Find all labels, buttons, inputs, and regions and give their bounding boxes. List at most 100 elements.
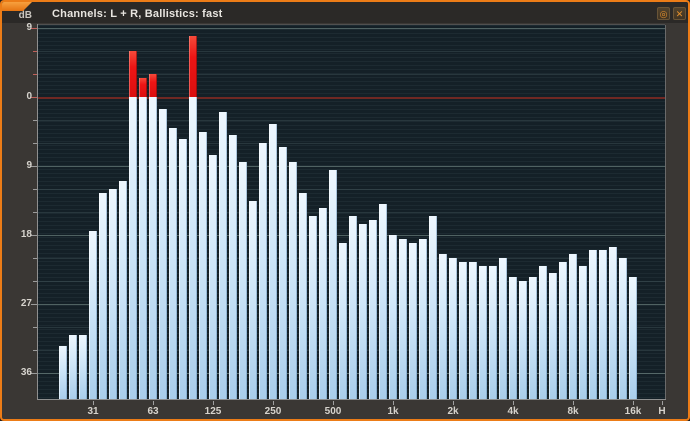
band-bar-180hz xyxy=(239,25,247,399)
band-bar-2000hz xyxy=(449,25,457,399)
x-axis-line xyxy=(37,399,666,400)
y-tick--6db xyxy=(33,143,37,144)
y-tick--27db xyxy=(31,304,37,305)
gridline-9db xyxy=(38,28,665,29)
y-tick-3db xyxy=(33,74,37,75)
band-bar-7100hz xyxy=(559,25,567,399)
band-bar-9000hz xyxy=(579,25,587,399)
level-segment xyxy=(269,124,277,399)
level-segment xyxy=(119,181,127,399)
level-segment xyxy=(139,97,147,399)
band-bar-3150hz xyxy=(489,25,497,399)
band-bar-40hz xyxy=(109,25,117,399)
gridline--3db xyxy=(38,120,665,121)
level-segment xyxy=(539,266,547,399)
y-tick--18db xyxy=(31,235,37,236)
db-unit-label: dB xyxy=(18,10,32,21)
band-bar-160hz xyxy=(229,25,237,399)
gridline--6db xyxy=(38,143,665,144)
close-button[interactable]: ✕ xyxy=(673,7,686,20)
level-segment xyxy=(399,239,407,399)
level-segment xyxy=(219,112,227,399)
band-bar-63hz xyxy=(149,25,157,399)
chart-top-border xyxy=(38,24,665,25)
level-segment xyxy=(319,208,327,399)
band-bar-280hz xyxy=(279,25,287,399)
zero-db-line xyxy=(38,97,665,99)
band-bar-250hz xyxy=(269,25,277,399)
band-bar-900hz xyxy=(379,25,387,399)
band-bar-28hz xyxy=(79,25,87,399)
level-segment xyxy=(159,109,167,399)
band-bar-50hz xyxy=(129,25,137,399)
level-segment xyxy=(359,224,367,399)
settings-button[interactable]: ◎ xyxy=(657,7,670,20)
y-tick--12db xyxy=(33,189,37,190)
band-bar-90hz xyxy=(179,25,187,399)
band-bar-8000hz xyxy=(569,25,577,399)
level-segment xyxy=(149,97,157,399)
level-segment xyxy=(129,97,137,399)
level-segment xyxy=(169,128,177,399)
level-segment xyxy=(179,139,187,399)
level-segment xyxy=(459,262,467,399)
level-segment xyxy=(479,266,487,399)
x-axis-label-8k: 8k xyxy=(567,406,579,417)
y-axis-label-9: 9 xyxy=(26,160,32,171)
band-bar-1600hz xyxy=(429,25,437,399)
clip-segment xyxy=(129,51,137,97)
band-bar-1250hz xyxy=(409,25,417,399)
band-bar-125hz xyxy=(209,25,217,399)
band-bar-5600hz xyxy=(539,25,547,399)
x-axis-label-500: 500 xyxy=(324,406,342,417)
x-axis-label-31: 31 xyxy=(87,406,99,417)
level-segment xyxy=(599,250,607,399)
level-segment xyxy=(439,254,447,399)
x-axis-label-63: 63 xyxy=(147,406,159,417)
level-segment xyxy=(499,258,507,399)
band-bar-140hz xyxy=(219,25,227,399)
y-tick-6db xyxy=(33,51,37,52)
x-tick-16k xyxy=(633,401,634,405)
band-bar-4500hz xyxy=(519,25,527,399)
titlebar xyxy=(2,2,688,23)
level-segment xyxy=(69,335,77,399)
level-segment xyxy=(189,97,197,399)
level-segment xyxy=(609,247,617,399)
level-segment xyxy=(469,262,477,399)
band-bar-25hz xyxy=(69,25,77,399)
y-axis-label-0: 0 xyxy=(26,91,32,102)
band-bar-560hz xyxy=(339,25,347,399)
band-bar-11200hz xyxy=(599,25,607,399)
level-segment xyxy=(249,201,257,399)
x-axis-label-1k: 1k xyxy=(387,406,399,417)
gridline-3db xyxy=(38,74,665,75)
level-segment xyxy=(409,243,417,399)
band-bar-100hz xyxy=(189,25,197,399)
x-axis-label-125: 125 xyxy=(204,406,222,417)
band-bar-450hz xyxy=(319,25,327,399)
chart-right-border xyxy=(665,25,666,399)
x-tick-8k xyxy=(573,401,574,405)
band-bar-5000hz xyxy=(529,25,537,399)
window-title: Channels: L + R, Ballistics: fast xyxy=(52,8,223,20)
band-bar-800hz xyxy=(369,25,377,399)
y-tick--15db xyxy=(33,212,37,213)
band-bar-35.5hz xyxy=(99,25,107,399)
band-bar-80hz xyxy=(169,25,177,399)
level-segment xyxy=(99,193,107,399)
band-bar-1400hz xyxy=(419,25,427,399)
band-bar-2240hz xyxy=(459,25,467,399)
x-tick-4k xyxy=(513,401,514,405)
y-tick--24db xyxy=(33,281,37,282)
spectrum-chart[interactable] xyxy=(38,25,665,399)
level-segment xyxy=(569,254,577,399)
level-segment xyxy=(279,147,287,399)
y-tick--9db xyxy=(31,166,37,167)
band-bar-4000hz xyxy=(509,25,517,399)
y-tick--21db xyxy=(33,258,37,259)
window-corner-handle[interactable] xyxy=(2,2,32,11)
gridline--9db xyxy=(38,166,665,167)
band-bar-31.5hz xyxy=(89,25,97,399)
